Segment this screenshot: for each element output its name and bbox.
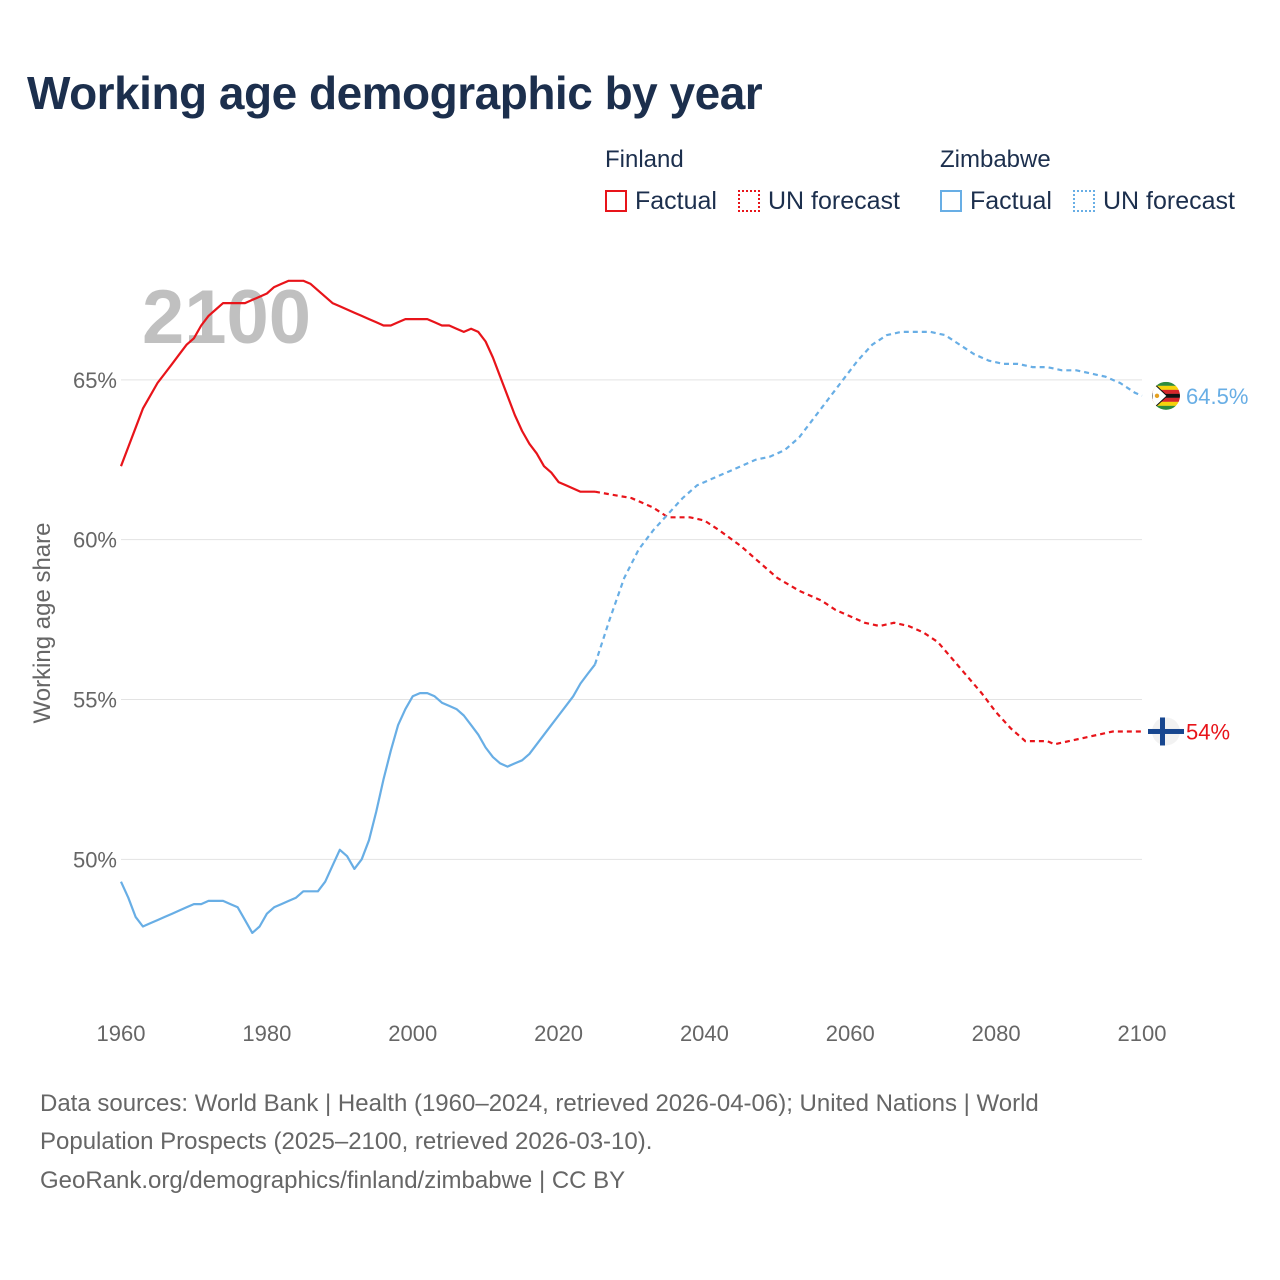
x-tick-label: 1980 [242, 1021, 291, 1046]
legend-zimbabwe-forecast[interactable]: UN forecast [1073, 187, 1235, 215]
finland-forecast-line [594, 490, 1142, 746]
line-chart: 2100 Working age share 50% 55% 60% 65% 1960… [29, 275, 1248, 1046]
zimbabwe-forecast-line [593, 330, 1143, 665]
legend-swatch-dotted [1073, 190, 1095, 212]
x-tick-label: 2100 [1118, 1021, 1167, 1046]
flag-cross-horizontal [1148, 728, 1184, 734]
series-lines [119, 279, 1143, 935]
x-axis-ticks: 1960 1980 2000 2020 2040 2060 2080 2100 [97, 1021, 1167, 1046]
legend-label: UN forecast [768, 186, 900, 215]
x-tick-label: 2060 [826, 1021, 875, 1046]
y-tick-label: 55% [73, 688, 117, 713]
flag-stripe [1152, 385, 1180, 390]
source-line-1: Data sources: World Bank | Health (1960–… [40, 1090, 1039, 1117]
flag-stripe [1152, 401, 1180, 406]
series-end-markers: 54% 64.5% [1148, 381, 1248, 746]
flag-triangle [1152, 381, 1168, 410]
source-line-3[interactable]: GeoRank.org/demographics/finland/zimbabw… [40, 1167, 626, 1194]
flag-stripe [1152, 389, 1180, 394]
y-axis-ticks: 50% 55% 60% 65% [73, 368, 117, 872]
flag-body [1152, 381, 1180, 410]
legend-swatch-solid [940, 190, 962, 212]
x-tick-label: 1960 [97, 1021, 146, 1046]
flag-stripe [1152, 381, 1180, 386]
legend-zimbabwe-factual[interactable]: Factual [940, 187, 1052, 215]
flag-bird [1154, 393, 1160, 399]
flag-cross-vertical [1160, 717, 1165, 746]
x-tick-label: 2000 [388, 1021, 437, 1046]
x-tick-label: 2080 [972, 1021, 1021, 1046]
finland-factual-line [119, 279, 595, 493]
flag-stripe [1152, 397, 1180, 402]
y-tick-label: 65% [73, 368, 117, 393]
zimbabwe-flag-icon [1152, 381, 1180, 410]
flag-stripe [1152, 405, 1180, 410]
legend-label: Factual [635, 186, 717, 215]
x-tick-label: 2040 [680, 1021, 729, 1046]
source-line-2: Population Prospects (2025–2100, retriev… [40, 1128, 653, 1155]
zimbabwe-end-label: 64.5% [1186, 384, 1248, 409]
legend-swatch-dotted [738, 190, 760, 212]
gridlines [121, 379, 1142, 860]
zimbabwe-factual-line [119, 663, 596, 935]
finland-flag-icon [1148, 717, 1184, 746]
legend-finland-forecast[interactable]: UN forecast [738, 187, 900, 215]
legend-swatch-solid [605, 190, 627, 212]
legend-group-zimbabwe: Zimbabwe [940, 146, 1051, 173]
x-tick-label: 2020 [534, 1021, 583, 1046]
y-axis-label: Working age share [29, 523, 56, 724]
legend-finland-factual[interactable]: Factual [605, 187, 717, 215]
legend-label: UN forecast [1103, 186, 1235, 215]
chart-title: Working age demographic by year [27, 67, 763, 119]
legend-label: Factual [970, 186, 1052, 215]
y-tick-label: 60% [73, 528, 117, 553]
y-tick-label: 50% [73, 847, 117, 872]
year-watermark: 2100 [142, 275, 311, 360]
legend-group-finland: Finland [605, 146, 684, 173]
finland-end-label: 54% [1186, 719, 1230, 744]
